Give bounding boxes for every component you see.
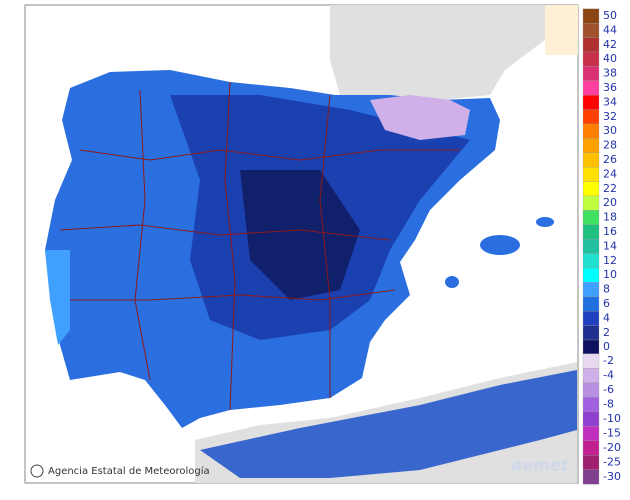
africa-cold [200,370,577,478]
border [134,89,151,381]
legend-swatch [582,8,600,24]
legend-label: 12 [603,254,617,267]
interior-coldest [240,170,360,300]
legend-label: -4 [603,369,614,382]
legend-swatch [582,469,600,485]
legend-label: 26 [603,153,617,166]
legend-label: 0 [603,340,610,353]
border [79,149,460,161]
legend-label: 28 [603,139,617,152]
legend-label: 30 [603,124,617,137]
borders [59,81,460,411]
legend-swatch [582,195,600,211]
legend-label: 10 [603,268,617,281]
legend-swatch [582,325,600,341]
legend-label: 16 [603,225,617,238]
border [59,224,391,241]
legend-swatch [582,382,600,398]
legend-label: -2 [603,354,614,367]
legend-swatch [582,311,600,326]
legend-label: 6 [603,297,610,310]
credit: Agencia Estatal de Meteorología [48,465,210,477]
legend-swatch [582,66,600,81]
legend-swatch [582,95,600,110]
legend-swatch [582,210,600,225]
border [319,94,331,398]
legend-label: -10 [603,412,621,425]
legend-label: 42 [603,38,617,51]
legend-label: 2 [603,326,610,339]
legend-swatch [582,37,600,53]
border [224,81,236,411]
legend-swatch [582,353,600,369]
logo: aemet [512,456,570,475]
legend-label: -15 [603,427,621,440]
legend-label: -25 [603,456,621,469]
pyrenees-frost [370,95,470,140]
legend-swatch [582,109,600,125]
legend-swatch [582,440,600,456]
legend-label: -8 [603,398,614,411]
legend-label: 4 [603,311,610,324]
legend-swatch [582,282,600,297]
legend-label: 14 [603,239,617,252]
legend-label: -20 [603,441,621,454]
legend-swatch [582,253,600,269]
legend-label: 36 [603,81,617,94]
legend-swatch [582,138,600,153]
legend-swatch [582,426,600,441]
legend-label: 40 [603,52,617,65]
legend-swatch [582,296,600,312]
legend-swatch [582,123,600,139]
legend-swatch [582,411,600,427]
ibiza [445,276,459,288]
coast-mild [45,250,70,345]
legend-label: 20 [603,196,617,209]
legend-label: 38 [603,67,617,80]
legend-label: 32 [603,110,617,123]
legend-swatch [582,455,600,470]
legend-swatch [582,167,600,182]
legend-label: 44 [603,23,617,36]
france [330,5,545,100]
legend-swatch [582,397,600,412]
legend-swatch [582,224,600,240]
legend-label: 22 [603,182,617,195]
legend-swatch [582,339,600,355]
legend-swatch [582,51,600,67]
logo-circle [30,464,44,478]
legend-swatch [582,267,600,283]
legend-swatch [582,23,600,38]
mallorca [480,235,520,255]
land-warm [545,5,578,55]
menorca [536,217,554,227]
legend-label: 18 [603,211,617,224]
legend-swatch [582,152,600,168]
legend-label: -6 [603,383,614,396]
border [70,289,396,301]
legend-swatch [582,368,600,383]
legend-label: 50 [603,9,617,22]
legend-swatch [582,181,600,197]
legend-swatch [582,239,600,254]
legend-swatch [582,80,600,96]
legend-label: 24 [603,167,617,180]
legend-label: -30 [603,470,621,483]
legend: 5044424038363432302826242220181614121086… [582,8,621,485]
legend-label: 34 [603,95,617,108]
legend-label: 8 [603,283,610,296]
